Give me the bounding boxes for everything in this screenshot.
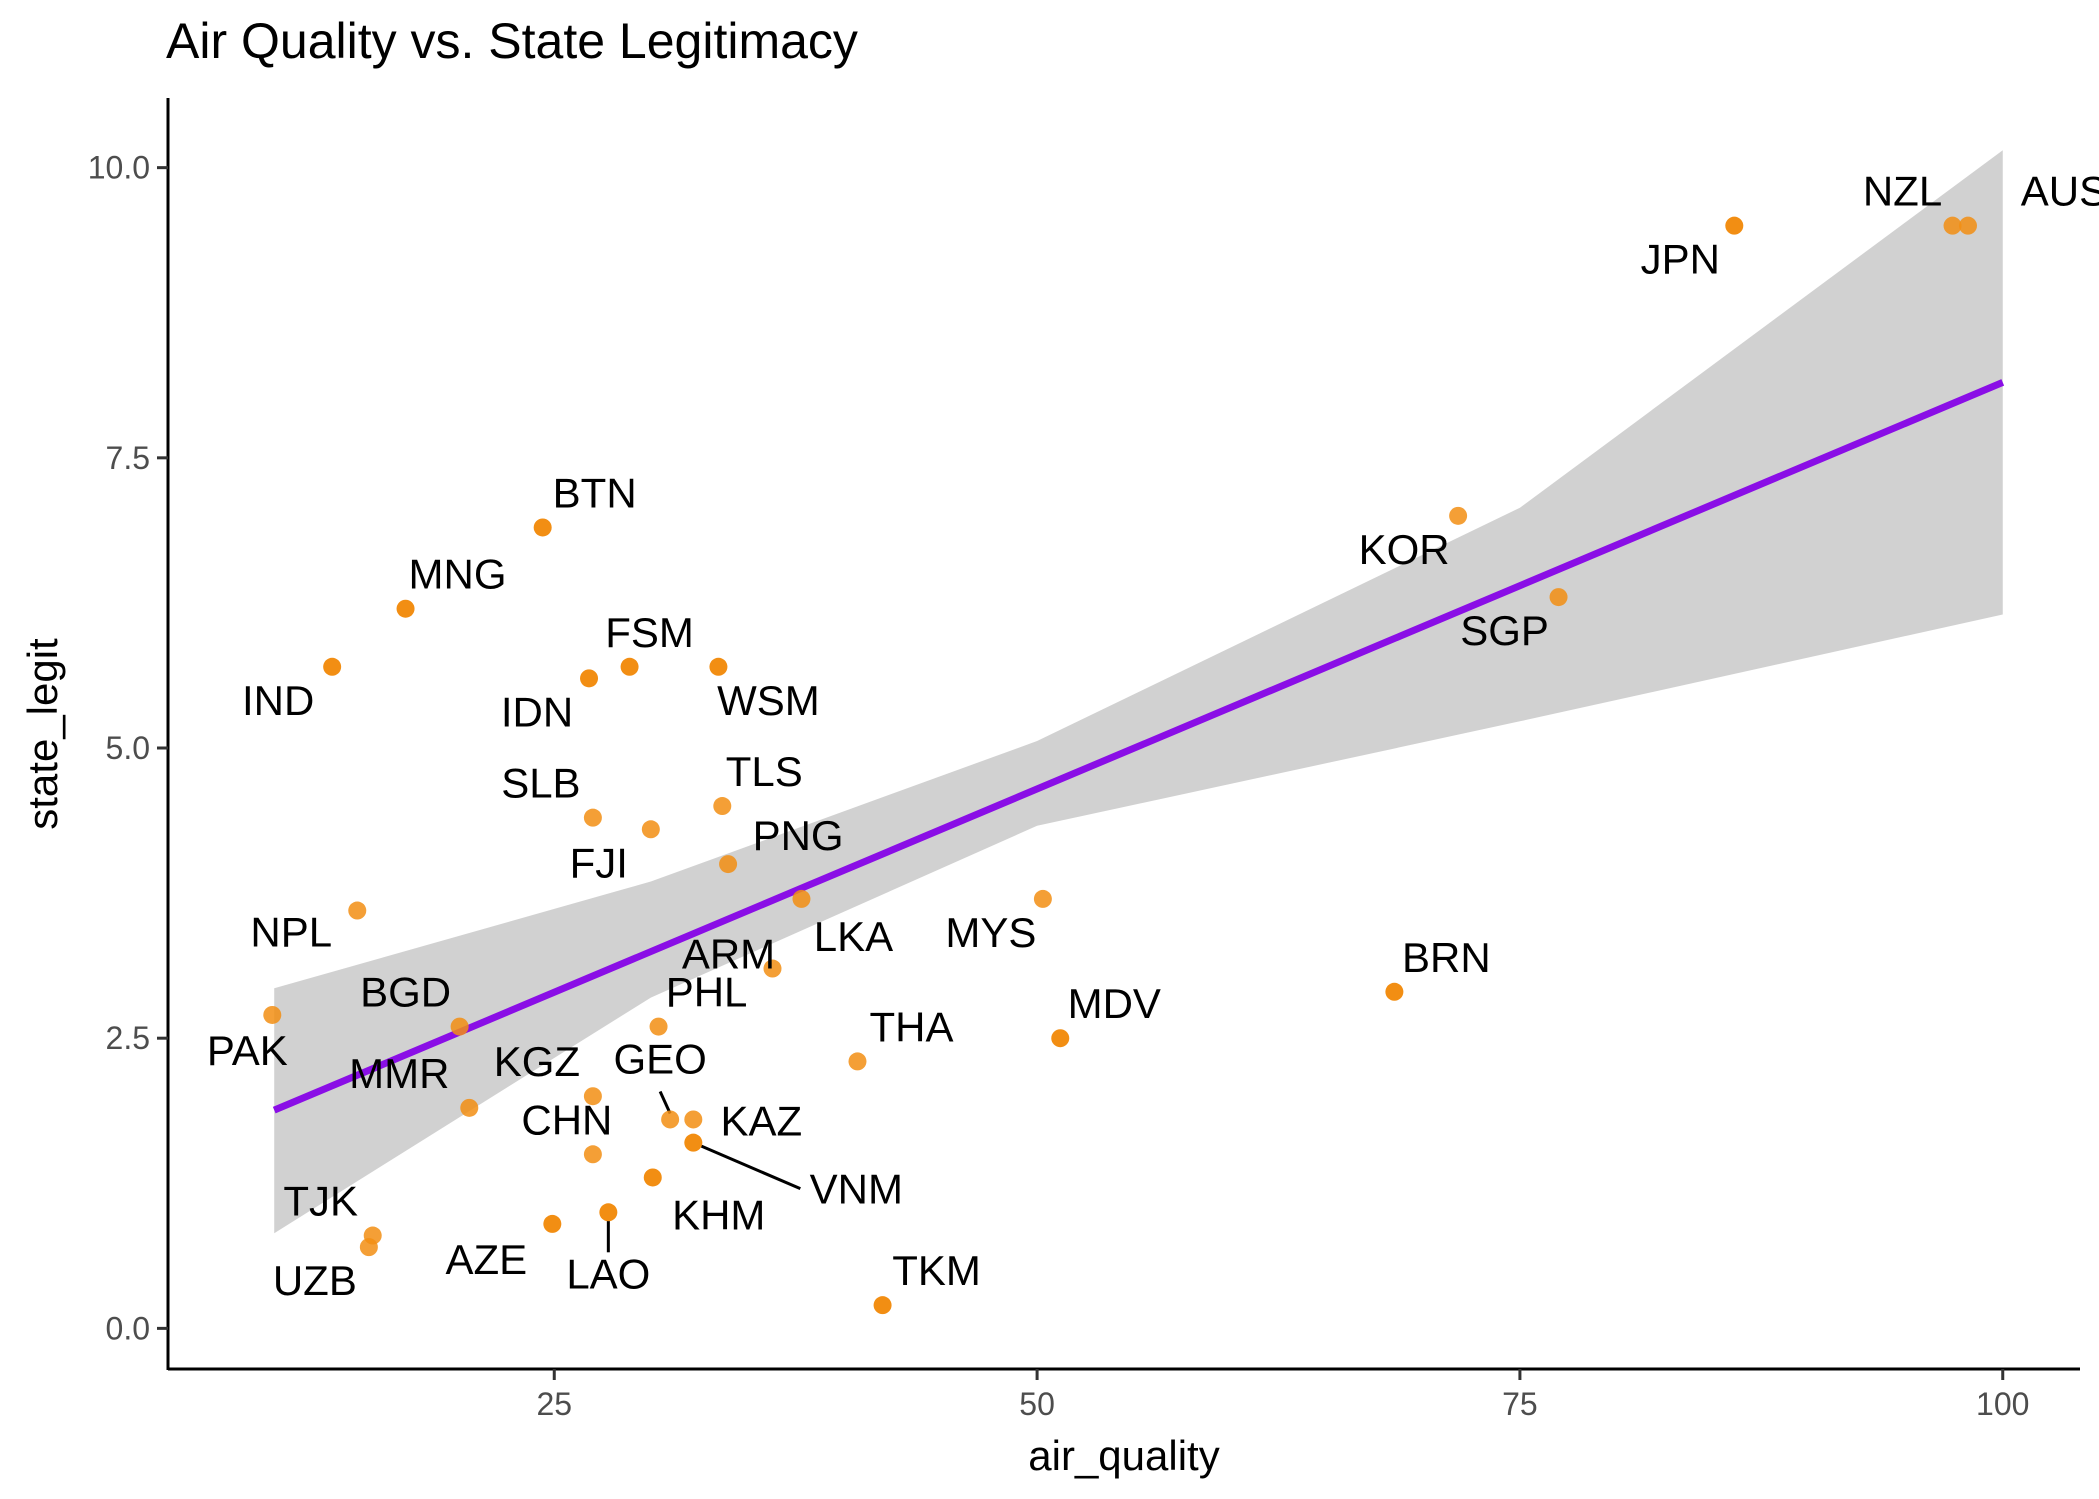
leader-vnm (692, 1141, 801, 1191)
point-tkm (873, 1296, 892, 1315)
point-label-mdv: MDV (1068, 980, 1161, 1027)
point-label-bgd: BGD (360, 969, 451, 1016)
leader-geo (658, 1090, 672, 1115)
point-label-png: PNG (753, 812, 844, 859)
point-label-tkm: TKM (892, 1247, 981, 1294)
point-label-lka: LKA (814, 913, 893, 960)
point-idn (580, 669, 599, 688)
point-label-kgz: KGZ (494, 1038, 580, 1085)
x-tick-label: 25 (536, 1386, 572, 1422)
point-label-mng: MNG (409, 551, 507, 598)
y-tick-label: 2.5 (106, 1020, 150, 1056)
point-jpn (1725, 216, 1744, 235)
point-kgz (583, 1087, 602, 1106)
point-label-aze: AZE (445, 1236, 527, 1283)
point-label-sgp: SGP (1460, 607, 1549, 654)
point-label-btn: BTN (553, 469, 637, 516)
point-arm (763, 959, 782, 978)
point-bgd (450, 1017, 469, 1036)
x-tick-label: 50 (1019, 1386, 1055, 1422)
y-tick-label: 10.0 (88, 150, 150, 186)
point-uzb (359, 1238, 378, 1257)
point-fsm (620, 657, 639, 676)
point-chn (583, 1145, 602, 1164)
point-label-pak: PAK (207, 1027, 288, 1074)
regression-line (272, 379, 2005, 1114)
chart-title: Air Quality vs. State Legitimacy (166, 13, 858, 69)
point-label-phl: PHL (666, 969, 748, 1016)
point-label-kaz: KAZ (720, 1097, 802, 1144)
point-lao (599, 1203, 618, 1222)
point-phl (649, 1017, 668, 1036)
x-tick-label: 100 (1976, 1386, 2029, 1422)
point-lka (792, 889, 811, 908)
point-label-tjk: TJK (283, 1178, 358, 1225)
point-label-kor: KOR (1359, 526, 1450, 573)
point-label-fji: FJI (570, 839, 628, 886)
point-label-arm: ARM (682, 931, 775, 978)
point-label-wsm: WSM (717, 677, 820, 724)
confidence-band-layer (274, 150, 2003, 1234)
point-png (719, 855, 738, 874)
point-mys (1033, 889, 1052, 908)
point-label-ind: IND (242, 677, 314, 724)
point-btn (533, 518, 552, 537)
point-brn (1385, 982, 1404, 1001)
point-label-aus: AUS (2021, 168, 2099, 215)
point-aze (543, 1214, 562, 1233)
point-pak (263, 1005, 282, 1024)
point-label-nzl: NZL (1863, 168, 1942, 215)
points-layer (263, 216, 1977, 1315)
point-tha (848, 1052, 867, 1071)
point-vnm (684, 1133, 703, 1152)
point-wsm (709, 657, 728, 676)
point-label-idn: IDN (501, 688, 573, 735)
point-khm (643, 1168, 662, 1187)
point-fji (641, 820, 660, 839)
point-sgp (1549, 588, 1568, 607)
point-label-fsm: FSM (605, 609, 694, 656)
fit-line-layer (272, 379, 2005, 1114)
y-tick-label: 0.0 (106, 1310, 150, 1346)
point-tls (713, 797, 732, 816)
y-tick-label: 5.0 (106, 730, 150, 766)
point-label-lao: LAO (566, 1250, 650, 1297)
point-label-npl: NPL (250, 909, 332, 956)
point-label-geo: GEO (613, 1035, 706, 1082)
point-slb (583, 808, 602, 827)
point-label-mys: MYS (945, 909, 1036, 956)
point-npl (348, 901, 367, 920)
point-label-mmr: MMR (349, 1050, 449, 1097)
point-label-vnm: VNM (810, 1166, 903, 1213)
point-label-uzb: UZB (273, 1257, 357, 1304)
point-ind (323, 657, 342, 676)
point-mng (396, 599, 415, 618)
point-mmr (460, 1098, 479, 1117)
point-label-tls: TLS (726, 748, 803, 795)
point-mdv (1051, 1029, 1070, 1048)
point-nzl (1943, 216, 1962, 235)
point-label-jpn: JPN (1641, 236, 1720, 283)
point-label-slb: SLB (501, 760, 580, 807)
point-aus (1958, 216, 1977, 235)
ticks-layer: 25 50 75 100 0.0 2.5 5.0 7.5 10.0 (88, 150, 2030, 1422)
point-kaz (684, 1110, 703, 1129)
point-label-tha: THA (869, 1003, 953, 1050)
y-tick-label: 7.5 (106, 440, 150, 476)
point-label-khm: KHM (672, 1191, 765, 1238)
y-axis-title: state_legit (19, 638, 66, 830)
confidence-band (274, 150, 2003, 1234)
point-label-brn: BRN (1402, 934, 1491, 981)
point-kor (1449, 506, 1468, 525)
axes-layer (166, 98, 2080, 1371)
point-geo (661, 1110, 680, 1129)
x-tick-label: 75 (1502, 1386, 1538, 1422)
x-axis-title: air_quality (1028, 1432, 1219, 1479)
point-label-chn: CHN (521, 1096, 612, 1143)
